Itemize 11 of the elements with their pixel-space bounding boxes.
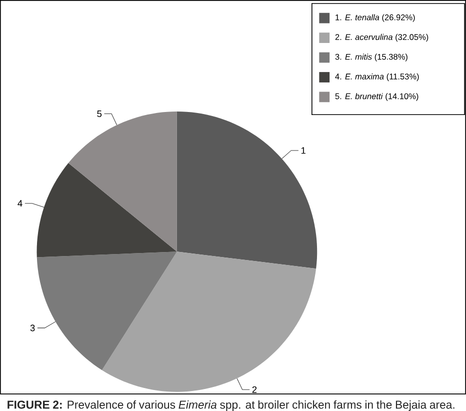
legend-label: 1. E. tenalla (26.92%) (336, 14, 415, 22)
legend-label: 4. E. maxima (11.53%) (335, 73, 419, 82)
legend-label: 5. E. brunetti (14.10%) (335, 93, 418, 101)
text: 1 (301, 147, 306, 154)
legend-label: 2. E. acervulina (32.05%) (335, 34, 428, 42)
text: 5 (97, 110, 102, 118)
text: 4 (18, 200, 22, 207)
text: FIGURE 2: Prevalence of various Eimeria spp. at broiler chicken farms in the Bejaia area. (8, 400, 454, 411)
text: 2 (252, 386, 257, 393)
legend-label: 3. E. mitis (15.38%) (335, 54, 408, 62)
text: 3 (30, 324, 35, 332)
